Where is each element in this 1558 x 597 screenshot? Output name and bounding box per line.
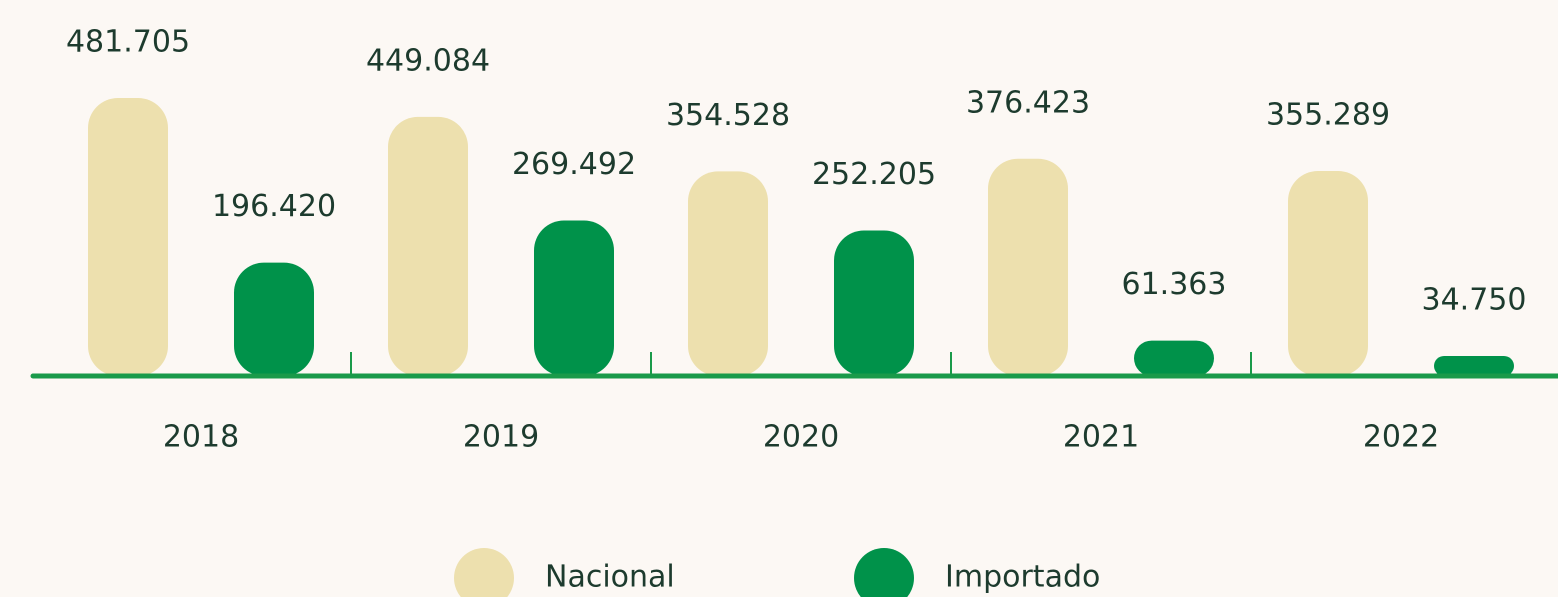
legend-swatch — [454, 548, 514, 597]
x-tick-label: 2019 — [463, 420, 539, 455]
value-label: 61.363 — [1122, 267, 1227, 302]
value-label: 449.084 — [366, 43, 490, 78]
bar — [88, 98, 168, 376]
x-tick-label: 2018 — [163, 420, 239, 455]
bar — [534, 220, 614, 376]
bar — [234, 262, 314, 376]
legend-swatch — [854, 548, 914, 597]
bar — [388, 116, 468, 377]
value-label: 481.705 — [66, 25, 190, 60]
x-tick-label: 2022 — [1363, 420, 1439, 455]
value-label: 34.750 — [1422, 282, 1527, 317]
bar — [1288, 170, 1368, 376]
legend-label: Nacional — [545, 560, 675, 595]
bar — [834, 230, 914, 376]
value-label: 252.205 — [812, 157, 936, 192]
bar — [1134, 340, 1214, 376]
bar — [988, 158, 1068, 376]
value-label: 355.289 — [1266, 97, 1390, 132]
x-tick-label: 2020 — [763, 420, 839, 455]
value-label: 376.423 — [966, 85, 1090, 120]
value-label: 354.528 — [666, 98, 790, 133]
legend-label: Importado — [945, 560, 1100, 595]
value-label: 196.420 — [212, 189, 336, 224]
value-label: 269.492 — [512, 147, 636, 182]
bar — [1434, 355, 1514, 376]
bar — [688, 171, 768, 376]
x-tick-label: 2021 — [1063, 420, 1139, 455]
